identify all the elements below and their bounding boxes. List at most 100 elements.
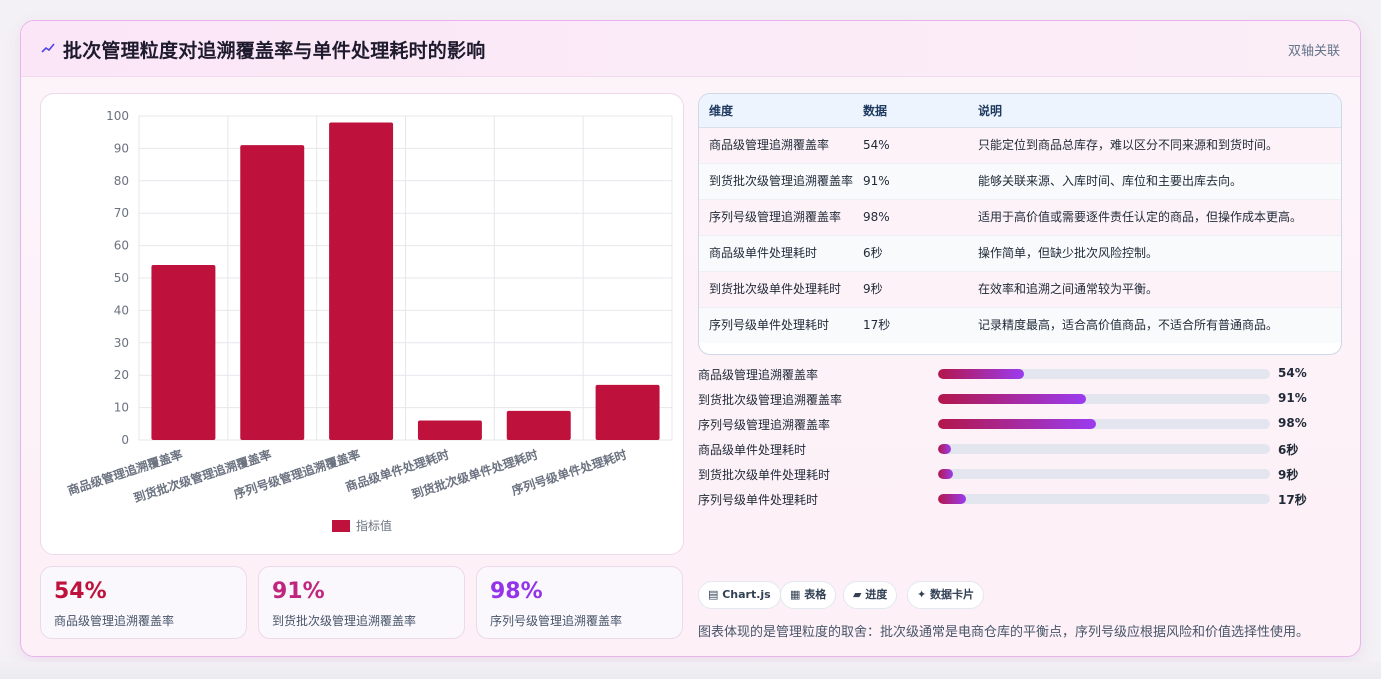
y-tick-label: 30	[114, 336, 129, 350]
progress-fill	[938, 469, 953, 479]
table-row: 商品级单件处理耗时 6秒 操作简单，但缺少批次风险控制。	[699, 235, 1341, 272]
table-cell: 序列号级管理追溯覆盖率	[699, 199, 853, 236]
table-cell: 6秒	[853, 235, 968, 272]
bar-3	[417, 420, 482, 440]
table-cell: 91%	[853, 163, 968, 200]
table-cell: 54%	[853, 127, 968, 164]
bar-1	[240, 145, 305, 440]
trend-icon	[41, 43, 55, 53]
y-tick-label: 0	[121, 433, 129, 447]
page-title: 批次管理粒度对追溯覆盖率与单件处理耗时的影响	[63, 40, 486, 62]
progress-track	[938, 419, 1270, 429]
bar-chart: 0102030405060708090100商品级管理追溯覆盖率到货批次级管理追…	[66, 109, 673, 533]
table-row: 序列号级管理追溯覆盖率 98% 适用于高价值或需要逐件责任认定的商品，但操作成本…	[699, 199, 1341, 236]
table-cell: 序列号级单件处理耗时	[699, 307, 853, 343]
stat-value: 54%	[54, 579, 107, 604]
main-card: 批次管理粒度对追溯覆盖率与单件处理耗时的影响 双轴关联 0 10 20 30 40 50 6…	[20, 20, 1361, 657]
y-tick-label: 60	[114, 239, 129, 253]
progress-fill	[938, 444, 951, 454]
table-cell: 17秒	[853, 307, 968, 343]
table-header-row: 维度 数据 说明	[699, 94, 1341, 128]
progress-value: 91%	[1278, 391, 1307, 405]
y-tick-label: 80	[114, 174, 129, 188]
y-tick-label: 70	[114, 206, 129, 220]
progress-track	[938, 369, 1270, 379]
progress-label: 商品级管理追溯覆盖率	[698, 368, 819, 382]
progress-row: 序列号级管理追溯覆盖率 98%	[698, 414, 1318, 434]
table-cell: 商品级管理追溯覆盖率	[699, 127, 853, 164]
column-header: 数据	[853, 94, 968, 128]
stat-card-batch: 91% 到货批次级管理追溯覆盖率	[258, 566, 465, 639]
bar-0	[151, 265, 216, 440]
progress-track	[938, 494, 1270, 504]
table-cell: 记录精度最高，适合高价值商品，不适合所有普通商品。	[968, 307, 1341, 343]
progress-fill	[938, 394, 1086, 404]
chart-panel: 0 10 20 30 40 50 60 70 80 90 100 商品级管理追溯覆盖率 到货批次级管理追…	[40, 93, 684, 555]
y-tick-label: 40	[114, 303, 129, 317]
progress-label: 到货批次级管理追溯覆盖率	[698, 393, 843, 407]
progress-row: 商品级管理追溯覆盖率 54%	[698, 364, 1318, 384]
table-cell: 能够关联来源、入库时间、库位和主要出库去向。	[968, 163, 1341, 200]
data-table: 维度 数据 说明 商品级管理追溯覆盖率 54% 只能定位到商品总库存，难以区分不…	[698, 93, 1342, 355]
progress-label: 序列号级单件处理耗时	[698, 493, 819, 507]
progress-row: 到货批次级管理追溯覆盖率 91%	[698, 389, 1318, 409]
y-tick-label: 50	[114, 271, 129, 285]
stat-label: 到货批次级管理追溯覆盖率	[272, 614, 417, 628]
progress-row: 商品级单件处理耗时 6秒	[698, 439, 1318, 459]
table-cell: 商品级单件处理耗时	[699, 235, 853, 272]
stat-value: 91%	[272, 579, 325, 604]
stat-label: 序列号级管理追溯覆盖率	[490, 614, 623, 628]
y-tick-label: 100	[106, 109, 129, 123]
stat-card-serial: 98% 序列号级管理追溯覆盖率	[476, 566, 683, 639]
y-tick-label: 20	[114, 368, 129, 382]
stat-value: 98%	[490, 579, 543, 604]
chip-table[interactable]: ▦ 表格	[780, 581, 837, 609]
progress-fill	[938, 369, 1025, 379]
progress-fill	[938, 494, 966, 504]
progress-track	[938, 444, 1270, 454]
table-row: 商品级管理追溯覆盖率 54% 只能定位到商品总库存，难以区分不同来源和到货时间。	[699, 127, 1341, 164]
chip-data-card[interactable]: ✦ 数据卡片	[907, 581, 985, 609]
bar-4	[506, 410, 571, 440]
table-row: 序列号级单件处理耗时 17秒 记录精度最高，适合高价值商品，不适合所有普通商品。	[699, 307, 1341, 343]
table-cell: 操作简单，但缺少批次风险控制。	[968, 235, 1341, 272]
table-cell: 只能定位到商品总库存，难以区分不同来源和到货时间。	[968, 127, 1341, 164]
card-header: 批次管理粒度对追溯覆盖率与单件处理耗时的影响 双轴关联	[21, 21, 1360, 77]
table-cell: 到货批次级单件处理耗时	[699, 271, 853, 308]
progress-fill	[938, 419, 1097, 429]
table-cell: 到货批次级管理追溯覆盖率	[699, 163, 853, 200]
legend-label: 指标值	[356, 518, 392, 533]
progress-label: 商品级单件处理耗时	[698, 443, 807, 457]
chip-chartjs[interactable]: ▤ Chart.js	[698, 581, 781, 609]
page-bottom-edge	[0, 662, 1381, 679]
table-cell: 98%	[853, 199, 968, 236]
progress-value: 54%	[1278, 366, 1307, 380]
progress-value: 98%	[1278, 416, 1307, 430]
bar-2	[329, 122, 394, 441]
footnote: 图表体现的是管理粒度的取舍：批次级通常是电商仓库的平衡点，序列号级应根据风险和价…	[698, 625, 1310, 640]
progress-label: 到货批次级单件处理耗时	[698, 468, 831, 482]
table-cell: 9秒	[853, 271, 968, 308]
bar-5	[595, 384, 660, 440]
stat-label: 商品级管理追溯覆盖率	[54, 614, 175, 628]
progress-track	[938, 469, 1270, 479]
progress-row: 序列号级单件处理耗时 17秒	[698, 489, 1318, 509]
progress-value: 9秒	[1278, 468, 1299, 482]
table-row: 到货批次级管理追溯覆盖率 91% 能够关联来源、入库时间、库位和主要出库去向。	[699, 163, 1341, 200]
progress-label: 序列号级管理追溯覆盖率	[698, 418, 831, 432]
stat-card-item: 54% 商品级管理追溯覆盖率	[40, 566, 247, 639]
progress-value: 17秒	[1278, 493, 1307, 507]
legend-swatch	[332, 520, 350, 532]
progress-list: 商品级管理追溯覆盖率 54% 到货批次级管理追溯覆盖率 91% 序列号级管理追溯…	[698, 364, 1318, 507]
table-cell: 适用于高价值或需要逐件责任认定的商品，但操作成本更高。	[968, 199, 1341, 236]
chip-progress[interactable]: ▰ 进度	[843, 581, 898, 609]
y-tick-label: 10	[114, 401, 129, 415]
progress-value: 6秒	[1278, 443, 1299, 457]
y-tick-label: 90	[114, 141, 129, 155]
progress-track	[938, 394, 1270, 404]
table-row: 到货批次级单件处理耗时 9秒 在效率和追溯之间通常较为平衡。	[699, 271, 1341, 308]
dual-axis-badge: 双轴关联	[1287, 44, 1340, 59]
column-header: 说明	[968, 94, 1341, 128]
column-header: 维度	[699, 94, 853, 128]
progress-row: 到货批次级单件处理耗时 9秒	[698, 464, 1318, 484]
